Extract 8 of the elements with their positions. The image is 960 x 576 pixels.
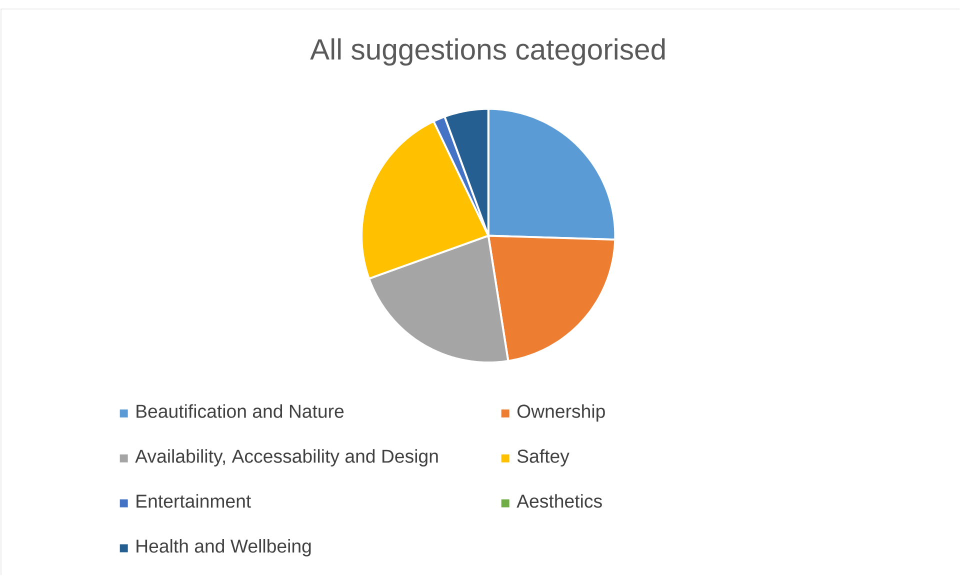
chart-title: All suggestions categorised: [310, 38, 665, 66]
legend-label: Availability, Accessability and Design: [135, 449, 438, 467]
legend-label: Beautification and Nature: [136, 404, 344, 418]
legend-label: Entertainment: [136, 494, 252, 508]
legend-label: Saftey: [517, 449, 570, 467]
legend-label: Aesthetics: [516, 494, 602, 508]
legend-label: Health and Wellbeing: [136, 539, 311, 557]
legend-label: Ownership: [517, 404, 605, 422]
